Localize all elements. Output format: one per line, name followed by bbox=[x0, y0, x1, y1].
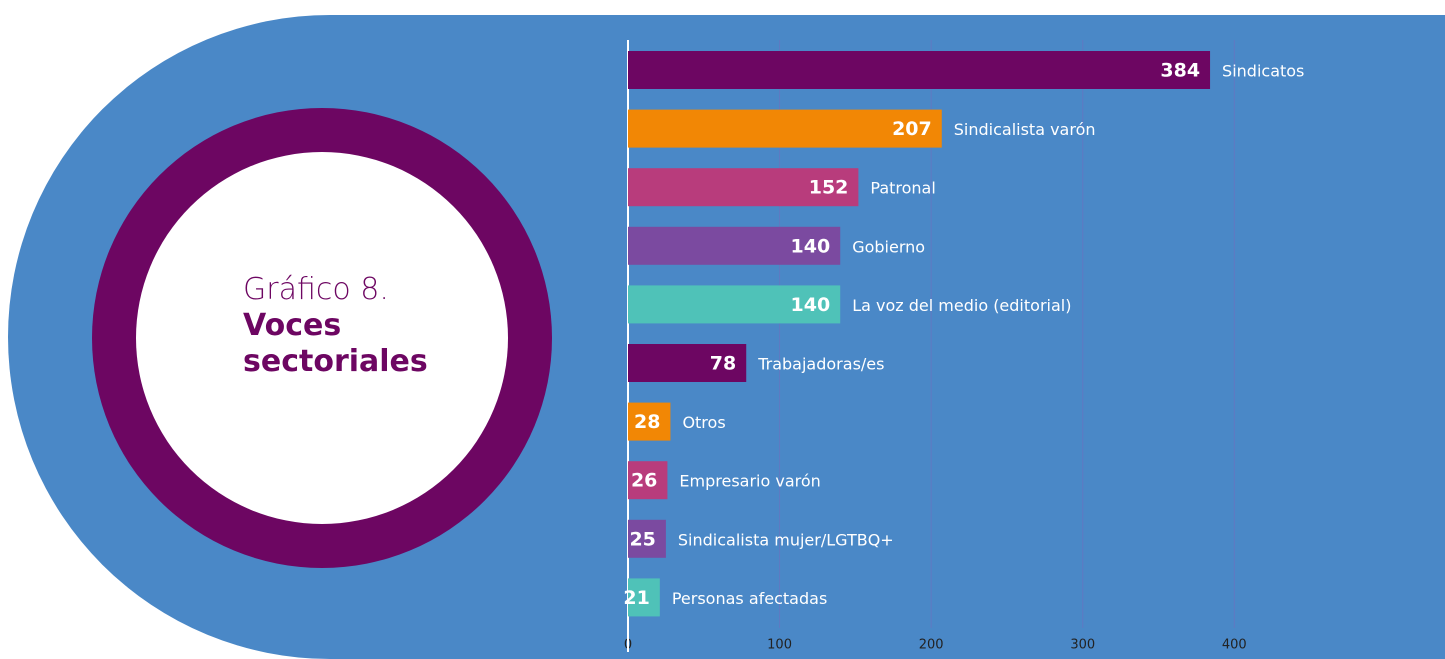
bar bbox=[628, 109, 942, 148]
chart-title: Gráfico 8. bbox=[243, 272, 389, 307]
value-label: 78 bbox=[710, 353, 736, 375]
x-tick-label: 100 bbox=[767, 638, 792, 653]
bar bbox=[628, 226, 841, 265]
bar bbox=[628, 402, 671, 441]
bar bbox=[628, 285, 841, 324]
bar bbox=[628, 578, 660, 617]
category-label: Sindicatos bbox=[1222, 62, 1304, 81]
category-label: Personas afectadas bbox=[672, 589, 827, 608]
bar bbox=[628, 168, 859, 207]
category-label: Sindicalista varón bbox=[954, 120, 1096, 139]
category-label: Trabajadoras/es bbox=[757, 355, 884, 374]
x-tick-label: 400 bbox=[1222, 638, 1247, 653]
value-label: 384 bbox=[1160, 60, 1200, 82]
value-label: 21 bbox=[623, 587, 649, 609]
bar bbox=[628, 461, 668, 500]
category-label: Gobierno bbox=[852, 237, 925, 256]
x-tick-label: 300 bbox=[1070, 638, 1095, 653]
chart-subtitle: Voces sectoriales bbox=[243, 308, 428, 379]
value-label: 207 bbox=[892, 118, 932, 140]
ring-inner bbox=[136, 152, 508, 524]
value-label: 140 bbox=[791, 235, 831, 257]
value-label: 28 bbox=[634, 411, 660, 433]
bar bbox=[628, 519, 666, 558]
x-tick-label: 200 bbox=[919, 638, 944, 653]
value-label: 152 bbox=[809, 177, 849, 199]
category-label: La voz del medio (editorial) bbox=[852, 296, 1071, 315]
category-label: Otros bbox=[682, 413, 725, 432]
value-label: 25 bbox=[629, 528, 655, 550]
titles: Gráfico 8. Voces sectoriales bbox=[243, 272, 473, 380]
category-label: Empresario varón bbox=[679, 472, 820, 491]
value-label: 26 bbox=[631, 470, 657, 492]
bar bbox=[628, 344, 747, 382]
bar bbox=[628, 51, 1211, 89]
category-label: Patronal bbox=[870, 179, 935, 198]
category-label: Sindicalista mujer/LGTBQ+ bbox=[678, 530, 894, 549]
value-label: 140 bbox=[791, 294, 831, 316]
